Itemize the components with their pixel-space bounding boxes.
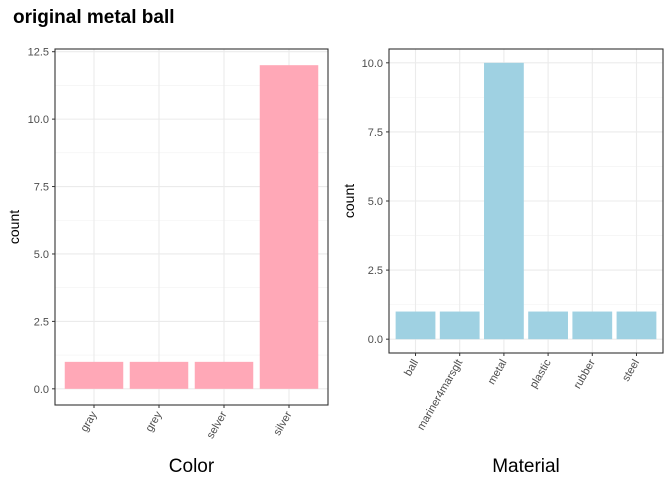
y-tick-label: 0.0 (368, 334, 383, 346)
y-tick-label: 5.0 (368, 196, 383, 208)
x-tick-label-ball: ball (402, 358, 421, 379)
x-tick-label-metal: metal (486, 357, 510, 386)
bar-rubber (572, 311, 613, 340)
x-tick-label-mariner4marsglt: mariner4marsglt (415, 358, 465, 433)
y-tick-label: 10.0 (28, 114, 49, 126)
bar-plastic (528, 311, 568, 340)
x-tick-label-silver: silver (271, 409, 294, 438)
panel-border (54, 48, 329, 406)
y-axis-title: count (6, 210, 22, 244)
bar-metal (484, 62, 524, 340)
y-tick-label: 7.5 (34, 182, 49, 194)
x-tick-label-plastic: plastic (528, 357, 554, 390)
bar-steel (616, 311, 657, 340)
x-axis-title: Material (492, 456, 560, 477)
bar-mariner4marsglt (439, 311, 480, 340)
x-tick-label-gray: gray (79, 409, 100, 434)
y-tick-label: 7.5 (368, 127, 383, 139)
x-tick-label-grey: grey (144, 409, 165, 434)
page-title: original metal ball (13, 7, 175, 28)
y-tick-label: 2.5 (34, 316, 49, 328)
y-axis-title: count (341, 184, 357, 218)
x-tick-label-rubber: rubber (572, 357, 598, 391)
bar-gray (64, 361, 124, 389)
x-tick-label-selver: selver (205, 409, 230, 441)
y-tick-label: 0.0 (34, 384, 49, 396)
x-tick-label-steel: steel (620, 358, 642, 384)
bar-silver (259, 65, 319, 389)
chart-panel-1: 0.0 2.5 5.0 7.5 10.0 12.5 gray grey selver silver… (6, 47, 329, 477)
y-tick-label: 2.5 (368, 265, 383, 277)
bar-ball (395, 311, 436, 340)
x-axis-title: Color (169, 456, 215, 477)
bar-grey (129, 361, 189, 389)
y-tick-label: 12.5 (28, 47, 49, 59)
bar-selver (194, 361, 254, 389)
y-tick-label: 5.0 (34, 249, 49, 261)
y-tick-label: 10.0 (362, 58, 383, 70)
